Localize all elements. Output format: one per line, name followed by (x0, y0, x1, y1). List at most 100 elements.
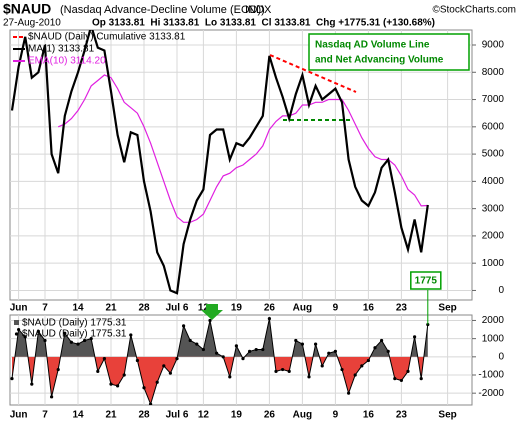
point (221, 355, 225, 359)
value-label: 1775 (415, 276, 438, 287)
point (102, 357, 106, 361)
point (109, 382, 113, 386)
x-tick-label: 23 (396, 303, 408, 314)
y-tick-label: 8000 (482, 67, 505, 78)
callout-box (410, 271, 442, 290)
y-tick-label: 3000 (482, 203, 505, 214)
point (116, 384, 120, 388)
y-tick-label: 0 (498, 351, 504, 362)
y-tick-label: 0 (498, 285, 504, 296)
point (399, 378, 403, 383)
point (30, 382, 34, 386)
point (353, 373, 357, 377)
point (215, 351, 219, 355)
quote: Op 3133.81 Hi 3133.81 Lo 3133.81 Cl 3133… (92, 18, 435, 29)
point (149, 402, 153, 405)
x-tick-label: Aug (293, 410, 312, 421)
x-tick-label: 9 (333, 410, 339, 421)
x-tick-label: 16 (363, 303, 375, 314)
y-tick-label: 1000 (482, 258, 505, 269)
point (228, 375, 232, 379)
x-tick-label: 26 (264, 410, 276, 421)
arrow (201, 304, 223, 320)
x-tick-label: 19 (231, 410, 243, 421)
x-tick-label: Jun (10, 410, 28, 421)
point (36, 329, 41, 333)
point (188, 338, 192, 343)
point (380, 338, 384, 343)
point (96, 369, 100, 373)
y-tick-label: 7000 (482, 94, 505, 105)
point (320, 364, 324, 368)
x-tick-label: Jun (10, 303, 28, 314)
series-line (11, 318, 429, 405)
y-tick-label: 9000 (482, 40, 505, 51)
plot-area (10, 315, 472, 405)
x-tick-label: Jul 6 (166, 410, 189, 421)
point (406, 369, 410, 373)
point (366, 358, 370, 363)
x-tick-label: Sep (438, 303, 456, 314)
point (208, 318, 212, 323)
x-tick-label: 23 (396, 410, 408, 421)
y-tick-label: 1000 (482, 333, 505, 344)
area-negative (12, 356, 424, 405)
plot-layer: 0 1000 2000 3000 4000 5000 6000 7000 8000 9000 Jun… (10, 30, 505, 421)
point (294, 338, 298, 343)
point (281, 367, 285, 372)
point (50, 395, 54, 399)
x-tick-label: 14 (72, 410, 84, 421)
y-tick-label: 5000 (482, 149, 505, 160)
annotation-line: and Net Advancing Volume (315, 55, 444, 66)
symbol: $NAUD (3, 1, 51, 17)
x-tick-label: Aug (293, 303, 312, 314)
area-positive (12, 318, 428, 357)
point (373, 346, 377, 350)
point (234, 344, 238, 348)
point (254, 347, 258, 352)
point (69, 340, 73, 344)
annotation-line: Nasdaq AD Volume Line (315, 40, 430, 51)
point (83, 338, 87, 343)
point (241, 357, 245, 361)
x-tick-label: 12 (198, 303, 210, 314)
series-line (10, 30, 429, 295)
point (142, 386, 146, 390)
x-tick-label: 12 (198, 410, 210, 421)
point (314, 342, 318, 346)
point (155, 380, 159, 384)
point (340, 367, 344, 372)
point (327, 351, 331, 355)
y-tick-label: -2000 (478, 388, 504, 399)
y-tick-label: -1000 (478, 370, 504, 381)
point (201, 347, 205, 352)
x-tick-label: 16 (363, 410, 375, 421)
point (135, 358, 139, 363)
point (162, 364, 166, 368)
y-tick-label: 6000 (482, 121, 505, 132)
x-tick-label: 21 (105, 410, 117, 421)
point (168, 371, 172, 375)
point (413, 335, 417, 339)
legend-swatch (14, 320, 19, 325)
point (129, 333, 133, 337)
x-tick-label: 28 (138, 410, 150, 421)
x-tick-label: 28 (138, 303, 150, 314)
point (17, 327, 21, 332)
point (175, 357, 179, 361)
x-tick-label: 9 (333, 303, 339, 314)
legend-swatch (14, 332, 19, 336)
point (393, 377, 397, 381)
description: (Nasdaq Advance-Decline Volume (EOD)) (60, 4, 265, 16)
trend-line (269, 54, 357, 93)
point (419, 377, 423, 381)
point (287, 369, 291, 373)
point (274, 369, 278, 373)
point (360, 364, 364, 368)
point (182, 324, 186, 328)
exchange: INDX (245, 4, 272, 16)
y-tick-label: 4000 (482, 176, 505, 187)
x-tick-label: 7 (42, 410, 48, 421)
date: 27-Aug-2010 (3, 18, 61, 29)
